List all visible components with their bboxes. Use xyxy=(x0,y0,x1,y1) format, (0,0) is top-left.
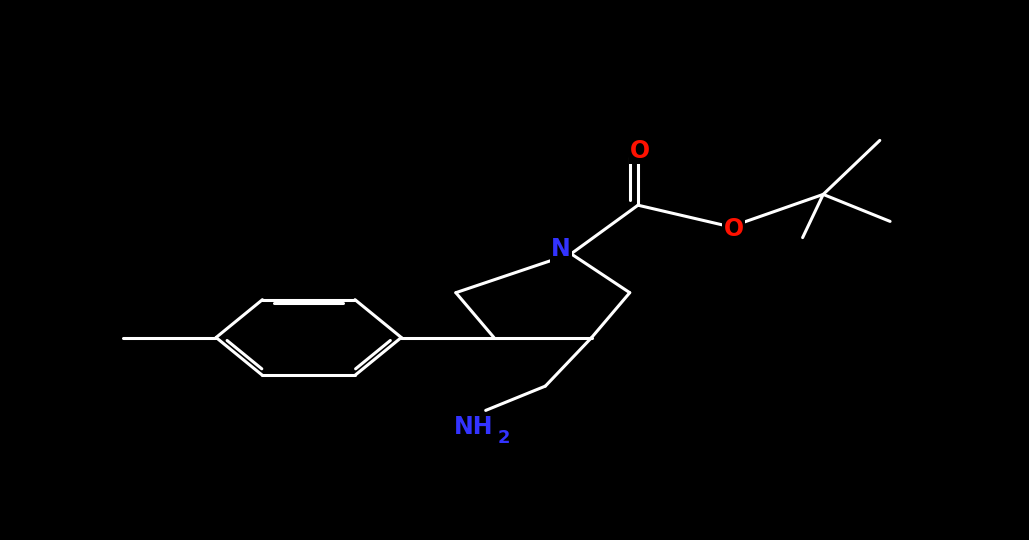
Text: 2: 2 xyxy=(498,429,510,448)
Text: NH: NH xyxy=(454,415,493,438)
Text: O: O xyxy=(630,139,650,163)
Text: N: N xyxy=(551,238,571,261)
Text: O: O xyxy=(723,218,744,241)
